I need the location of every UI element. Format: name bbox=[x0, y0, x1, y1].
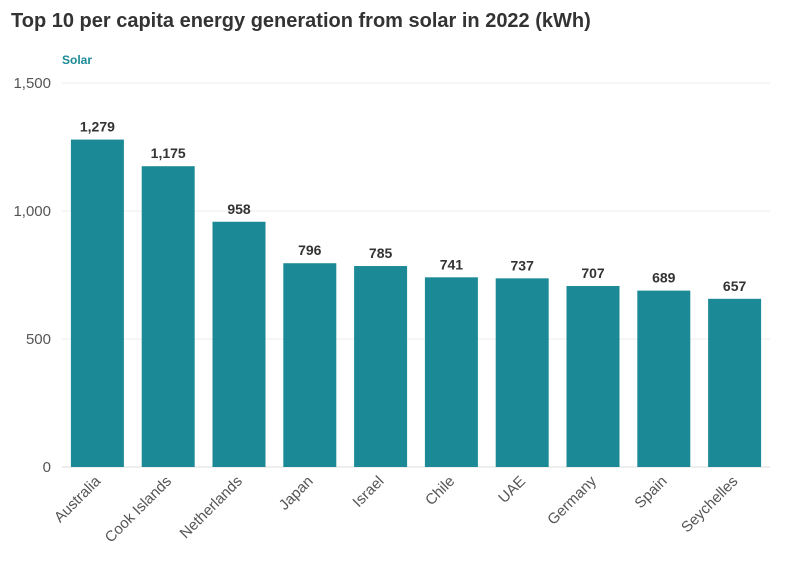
x-tick-label: Germany bbox=[544, 472, 600, 528]
bar bbox=[708, 298, 762, 467]
data-label: 657 bbox=[723, 278, 747, 294]
x-tick-label: Israel bbox=[349, 473, 387, 511]
x-tick-label: Cook Islands bbox=[102, 473, 175, 546]
legend-series-solar: Solar bbox=[62, 53, 93, 67]
y-tick-label: 1,000 bbox=[13, 203, 51, 220]
data-label: 707 bbox=[581, 265, 605, 281]
x-tick-label: Netherlands bbox=[177, 473, 246, 542]
data-label: 1,175 bbox=[151, 145, 186, 161]
x-tick-label: Chile bbox=[422, 473, 458, 509]
y-tick-label: 500 bbox=[26, 331, 51, 348]
bar bbox=[141, 166, 195, 467]
bar bbox=[212, 221, 266, 467]
data-label: 689 bbox=[652, 270, 676, 286]
data-label: 785 bbox=[369, 245, 393, 261]
bar bbox=[495, 278, 549, 467]
data-label: 737 bbox=[511, 257, 535, 273]
data-label: 958 bbox=[227, 201, 251, 217]
x-tick-label: UAE bbox=[495, 473, 529, 507]
bar bbox=[566, 286, 620, 467]
bar bbox=[70, 139, 124, 468]
data-label: 741 bbox=[440, 256, 464, 272]
x-tick-label: Spain bbox=[631, 473, 670, 512]
y-tick-label: 1,500 bbox=[13, 75, 51, 92]
bar bbox=[354, 266, 408, 467]
bar bbox=[283, 263, 337, 467]
data-label: 796 bbox=[298, 242, 322, 258]
x-tick-label: Japan bbox=[276, 473, 317, 514]
y-tick-label: 0 bbox=[43, 459, 51, 476]
chart-title: Top 10 per capita energy generation from… bbox=[11, 10, 591, 32]
x-tick-label: Australia bbox=[51, 472, 105, 526]
data-label: 1,279 bbox=[80, 119, 115, 135]
bar bbox=[637, 290, 691, 467]
bar bbox=[424, 277, 478, 467]
x-tick-label: Seychelles bbox=[678, 473, 741, 536]
